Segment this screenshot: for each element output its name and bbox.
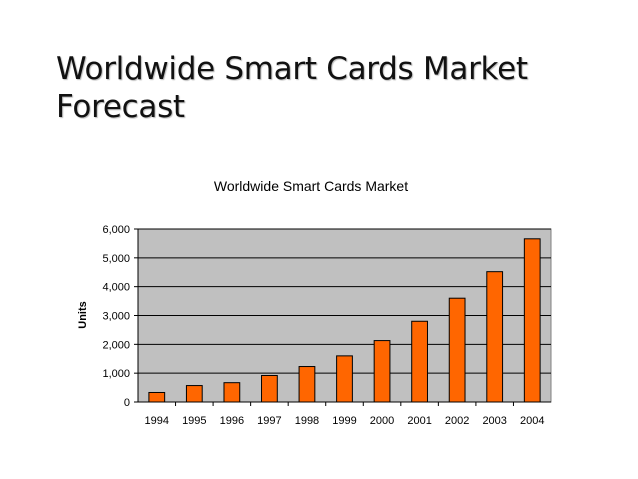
- x-tick-label: 1995: [182, 415, 206, 427]
- y-tick-label: 2,000: [102, 339, 130, 351]
- x-tick-label: 2000: [370, 415, 394, 427]
- y-axis-label: Units: [77, 301, 89, 329]
- x-tick-labels: 1994 1995 1996 1997 1998 1999 2000 2001 2002 2003…: [145, 415, 545, 427]
- x-tick-label: 2004: [520, 415, 544, 427]
- bar-1994: [148, 391, 166, 403]
- bar-1997: [261, 374, 278, 403]
- x-tick-label: 1996: [220, 415, 244, 427]
- bar-2000: [373, 340, 391, 403]
- x-tick-label: 1997: [257, 415, 281, 427]
- x-tick-label: 1998: [295, 415, 319, 427]
- y-tick-labels: 0 1,000 2,000 3,000 4,000 5,000 6,000: [102, 224, 130, 409]
- y-tick-label: 5,000: [102, 253, 130, 265]
- chart-title: Worldwide Smart Cards Market: [214, 178, 408, 194]
- x-tick-label: 2003: [482, 415, 506, 427]
- y-tick-label: 0: [124, 397, 130, 409]
- bar-1996: [223, 382, 241, 403]
- y-tick-label: 1,000: [102, 368, 130, 380]
- bar-1995: [185, 385, 203, 403]
- x-tick-label: 2002: [445, 415, 469, 427]
- bar-2003: [486, 271, 504, 403]
- slide-title-line-1: Worldwide Smart Cards Market: [56, 51, 528, 87]
- bar-1998: [298, 366, 316, 403]
- x-tick-label: 2001: [407, 415, 431, 427]
- bar-2004: [523, 238, 541, 403]
- slide-title-line-2: Forecast: [56, 89, 185, 125]
- y-tick-label: 6,000: [102, 224, 130, 236]
- bar-2002: [448, 297, 466, 403]
- slide-title: Worldwide Smart Cards Market Forecast: [56, 50, 616, 126]
- x-tick-label: 1994: [145, 415, 169, 427]
- y-tick-label: 3,000: [102, 311, 130, 323]
- y-tick-label: 4,000: [102, 282, 130, 294]
- x-tick-label: 1999: [332, 415, 356, 427]
- bar-2001: [411, 320, 428, 403]
- bar-1999: [336, 355, 353, 403]
- gridlines: [138, 228, 551, 374]
- axes: [134, 228, 551, 406]
